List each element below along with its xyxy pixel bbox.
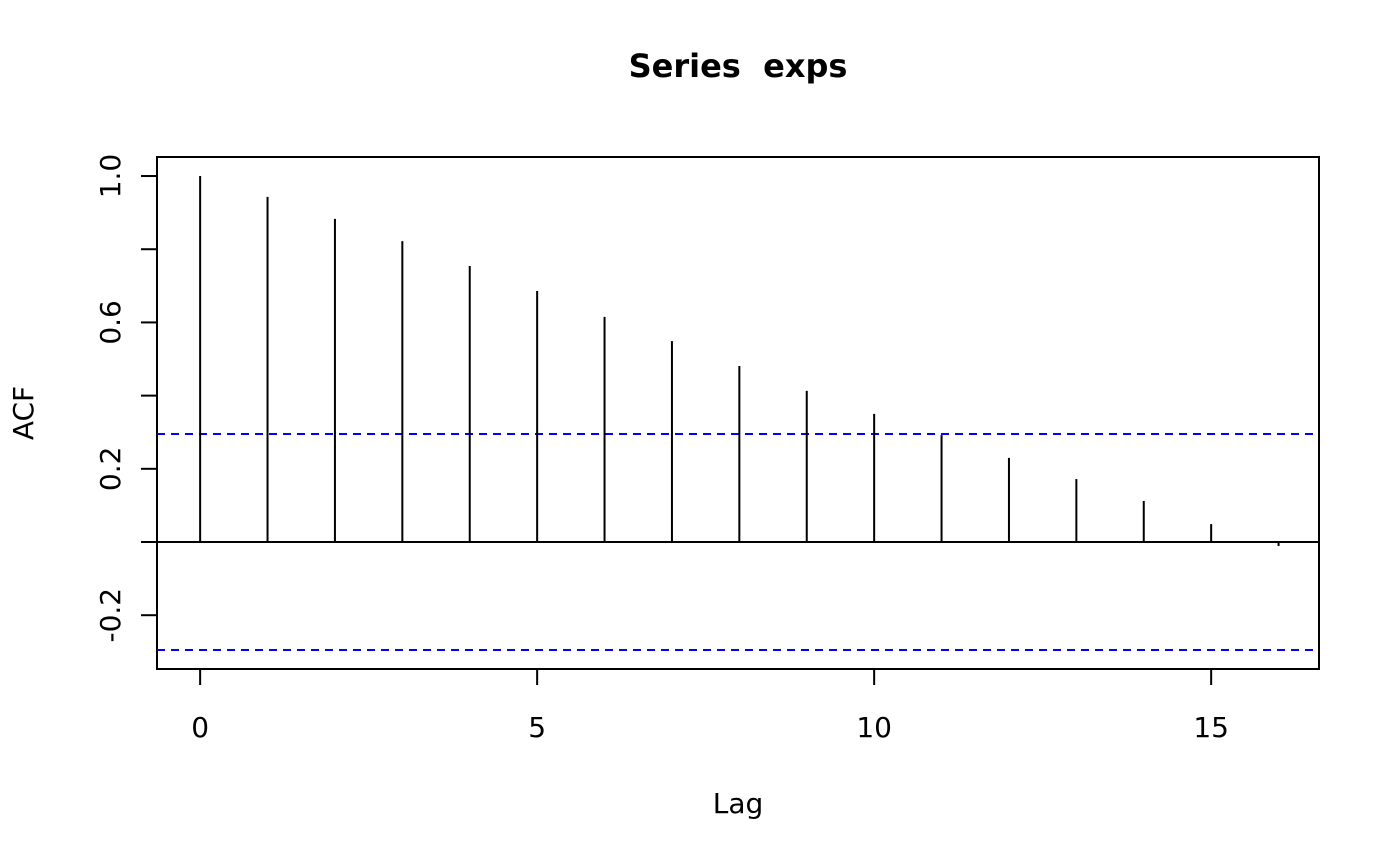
y-axis-title: ACF <box>7 386 40 440</box>
y-tick-label: 0.2 <box>94 447 127 492</box>
x-axis-title: Lag <box>713 787 764 820</box>
y-tick-label: -0.2 <box>94 588 127 643</box>
y-tick-label: 0.6 <box>94 300 127 345</box>
x-tick-label: 10 <box>856 711 892 744</box>
plot-frame <box>156 156 1320 670</box>
chart-title: Series exps <box>629 47 848 85</box>
x-tick-label: 5 <box>528 711 546 744</box>
x-tick-label: 0 <box>191 711 209 744</box>
x-tick-label: 15 <box>1193 711 1229 744</box>
y-tick-label: 1.0 <box>94 154 127 199</box>
